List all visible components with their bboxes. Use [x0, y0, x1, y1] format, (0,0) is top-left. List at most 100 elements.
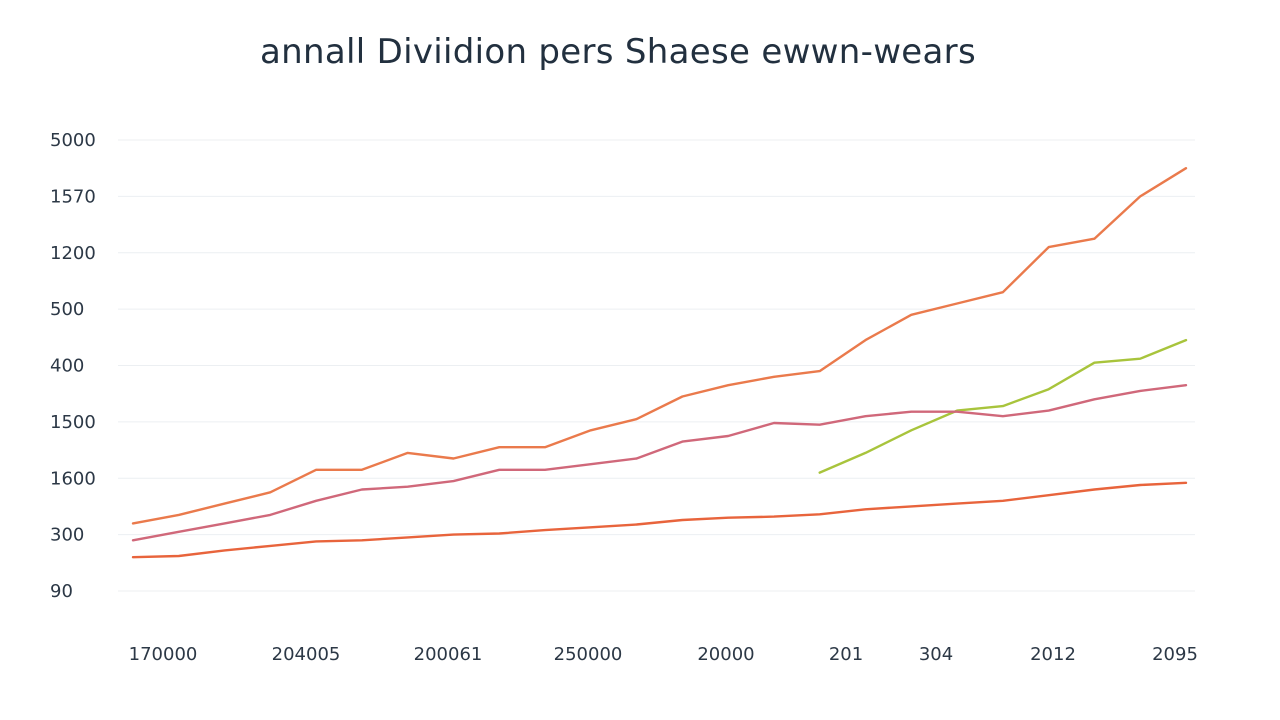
data-point	[1002, 405, 1004, 407]
data-point	[864, 452, 867, 454]
data-point	[1185, 482, 1187, 484]
data-point	[452, 457, 455, 460]
data-point	[636, 457, 638, 460]
data-point	[315, 540, 317, 543]
y-tick-label: 5000	[50, 130, 96, 151]
data-point	[864, 508, 867, 510]
data-point	[681, 395, 684, 398]
data-point	[132, 556, 134, 558]
x-tick-label: 201	[829, 644, 863, 665]
x-tick-label: 2012	[1030, 644, 1076, 665]
data-point	[910, 429, 912, 431]
data-point	[407, 536, 409, 539]
series-lines	[131, 167, 1188, 559]
data-point	[819, 424, 821, 426]
data-point	[544, 446, 546, 448]
data-point	[773, 516, 775, 518]
data-point	[1048, 246, 1050, 248]
data-point	[956, 503, 958, 505]
data-point	[1139, 390, 1141, 392]
data-point	[819, 472, 821, 474]
data-point	[1185, 384, 1187, 386]
x-tick-label: 250000	[554, 644, 623, 665]
y-tick-label: 500	[50, 299, 84, 320]
data-point	[498, 469, 500, 471]
x-tick-label: 2095	[1152, 644, 1198, 665]
data-point	[269, 514, 271, 516]
y-axis: 5000 1570 1200 500 400 1500 1600 300 90	[50, 130, 96, 602]
data-point	[1048, 410, 1050, 412]
data-point	[452, 534, 455, 536]
data-point	[910, 314, 912, 316]
grid-lines	[118, 139, 1195, 592]
data-point	[178, 514, 180, 516]
series-line-4	[131, 481, 1188, 559]
data-point	[269, 545, 271, 547]
data-point	[1093, 238, 1095, 240]
data-point	[636, 418, 638, 420]
data-point	[224, 522, 226, 525]
data-point	[544, 469, 546, 471]
data-point	[132, 539, 134, 541]
x-axis: 170000 204005 200061 250000 20000 201 304 2012 2…	[129, 644, 1198, 665]
data-point	[315, 469, 317, 471]
data-point	[178, 555, 180, 557]
data-point	[1185, 167, 1187, 169]
data-point	[315, 500, 317, 502]
y-tick-label: 300	[50, 525, 84, 546]
data-point	[498, 446, 500, 448]
data-point	[498, 532, 500, 535]
data-point	[864, 415, 867, 417]
data-point	[681, 441, 684, 443]
data-point	[910, 505, 912, 507]
series-line-3	[131, 384, 1188, 542]
data-point	[1002, 291, 1004, 293]
chart-title: annall Diviidion pers Shaese ewwn-wears	[260, 32, 976, 72]
data-point	[773, 422, 775, 424]
data-point	[819, 370, 821, 372]
data-point	[1093, 398, 1095, 400]
series-line-1	[131, 167, 1188, 525]
data-point	[1093, 488, 1095, 491]
data-point	[910, 411, 912, 413]
data-point	[681, 519, 684, 521]
data-point	[1139, 358, 1141, 360]
data-point	[1002, 500, 1004, 502]
data-point	[224, 549, 226, 552]
data-point	[361, 469, 363, 471]
data-point	[452, 480, 455, 482]
data-point	[132, 522, 134, 525]
x-tick-label: 304	[919, 644, 953, 665]
data-point	[1139, 484, 1141, 486]
data-point	[361, 488, 363, 491]
data-point	[544, 529, 546, 531]
y-tick-label: 90	[50, 581, 73, 602]
x-tick-label: 20000	[697, 644, 754, 665]
y-tick-label: 1600	[50, 468, 96, 489]
data-point	[864, 339, 867, 341]
data-point	[590, 526, 592, 528]
data-point	[727, 517, 729, 519]
data-point	[269, 491, 271, 493]
x-tick-label: 204005	[272, 644, 341, 665]
data-point	[1185, 339, 1187, 341]
x-tick-label: 170000	[129, 644, 198, 665]
data-point	[636, 523, 638, 526]
y-tick-label: 1200	[50, 243, 96, 264]
data-point	[361, 539, 363, 541]
data-point	[1048, 388, 1050, 390]
data-point	[590, 429, 592, 431]
data-point	[1093, 362, 1095, 364]
data-point	[407, 486, 409, 488]
data-point	[1002, 415, 1004, 417]
data-point	[1139, 195, 1141, 197]
data-point	[773, 376, 775, 378]
data-point	[956, 411, 958, 413]
data-point	[1048, 494, 1050, 496]
data-point	[727, 435, 729, 437]
data-point	[819, 513, 821, 515]
y-tick-label: 1570	[50, 186, 96, 207]
y-tick-label: 1500	[50, 412, 96, 433]
